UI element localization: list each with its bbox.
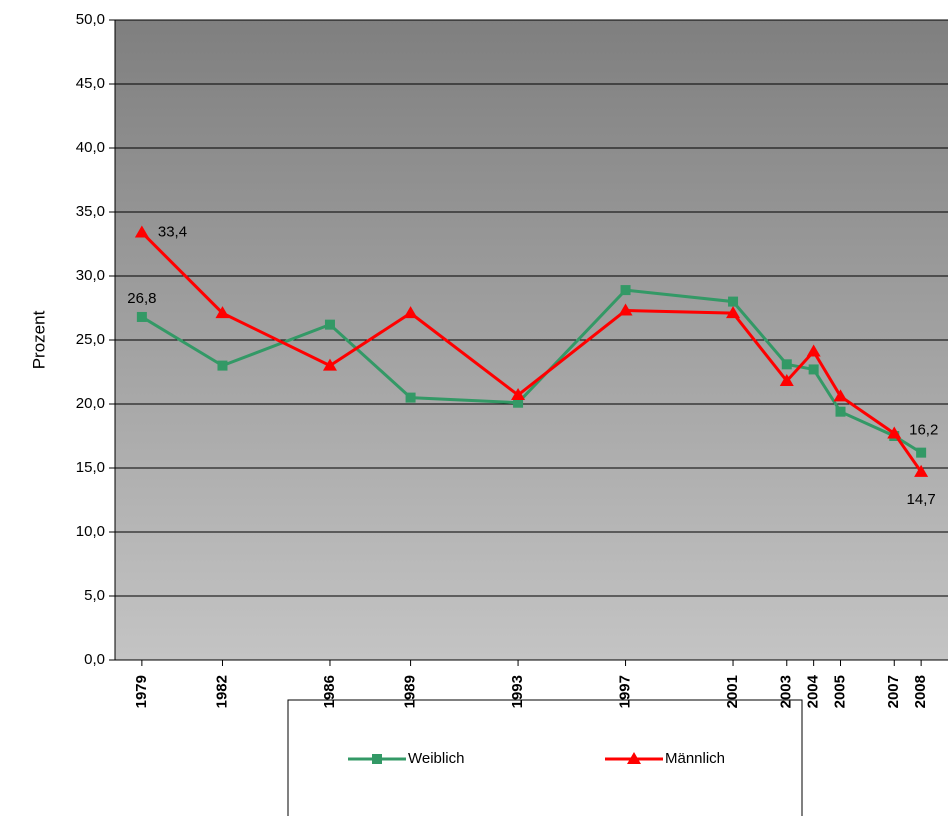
x-tick-label: 1986 xyxy=(321,675,338,708)
x-tick-label: 1982 xyxy=(213,675,230,708)
marker xyxy=(403,306,418,319)
y-tick-label: 35,0 xyxy=(76,203,105,220)
marker xyxy=(916,447,927,458)
legend-label: Männlich xyxy=(665,750,725,767)
x-tick-label: 2004 xyxy=(805,674,822,708)
y-tick-label: 45,0 xyxy=(76,75,105,92)
marker xyxy=(808,364,819,375)
marker xyxy=(215,306,230,319)
marker xyxy=(324,319,335,330)
legend-label: Weiblich xyxy=(408,750,464,767)
marker xyxy=(618,303,633,316)
marker xyxy=(217,360,228,371)
marker xyxy=(779,373,794,386)
series-line xyxy=(140,231,923,473)
y-tick-label: 0,0 xyxy=(84,651,105,668)
y-tick-label: 25,0 xyxy=(76,331,105,348)
series-line xyxy=(141,288,922,454)
marker xyxy=(806,344,821,357)
y-tick-label: 50,0 xyxy=(76,11,105,28)
x-tick-label: 2007 xyxy=(885,675,902,708)
data-label: 33,4 xyxy=(158,223,187,240)
x-tick-label: 2003 xyxy=(778,675,795,708)
marker xyxy=(136,311,147,322)
x-tick-label: 2001 xyxy=(724,675,741,708)
x-tick-label: 2008 xyxy=(912,675,929,708)
marker xyxy=(887,426,902,439)
marker xyxy=(835,406,846,417)
y-tick-label: 10,0 xyxy=(76,523,105,540)
marker xyxy=(728,296,739,307)
marker xyxy=(620,285,631,296)
x-tick-label: 1989 xyxy=(402,675,419,708)
marker xyxy=(134,225,149,238)
y-axis-title: Prozent xyxy=(29,310,48,369)
data-label: 16,2 xyxy=(909,422,938,439)
marker xyxy=(833,389,848,402)
marker xyxy=(781,359,792,370)
y-tick-label: 15,0 xyxy=(76,459,105,476)
marker xyxy=(513,397,524,408)
x-tick-label: 1979 xyxy=(133,675,150,708)
x-tick-label: 1993 xyxy=(509,675,526,708)
x-tick-label: 2005 xyxy=(831,675,848,708)
marker xyxy=(372,754,382,764)
data-label: 14,7 xyxy=(907,491,936,508)
marker xyxy=(914,464,929,477)
y-tick-label: 5,0 xyxy=(84,587,105,604)
marker xyxy=(511,388,526,401)
x-tick-label: 1997 xyxy=(617,675,634,708)
marker xyxy=(627,752,641,764)
data-label: 26,8 xyxy=(127,290,156,307)
y-tick-label: 30,0 xyxy=(76,267,105,284)
marker xyxy=(322,358,337,371)
y-tick-label: 20,0 xyxy=(76,395,105,412)
y-tick-label: 40,0 xyxy=(76,139,105,156)
marker xyxy=(726,306,741,319)
marker xyxy=(405,392,416,403)
